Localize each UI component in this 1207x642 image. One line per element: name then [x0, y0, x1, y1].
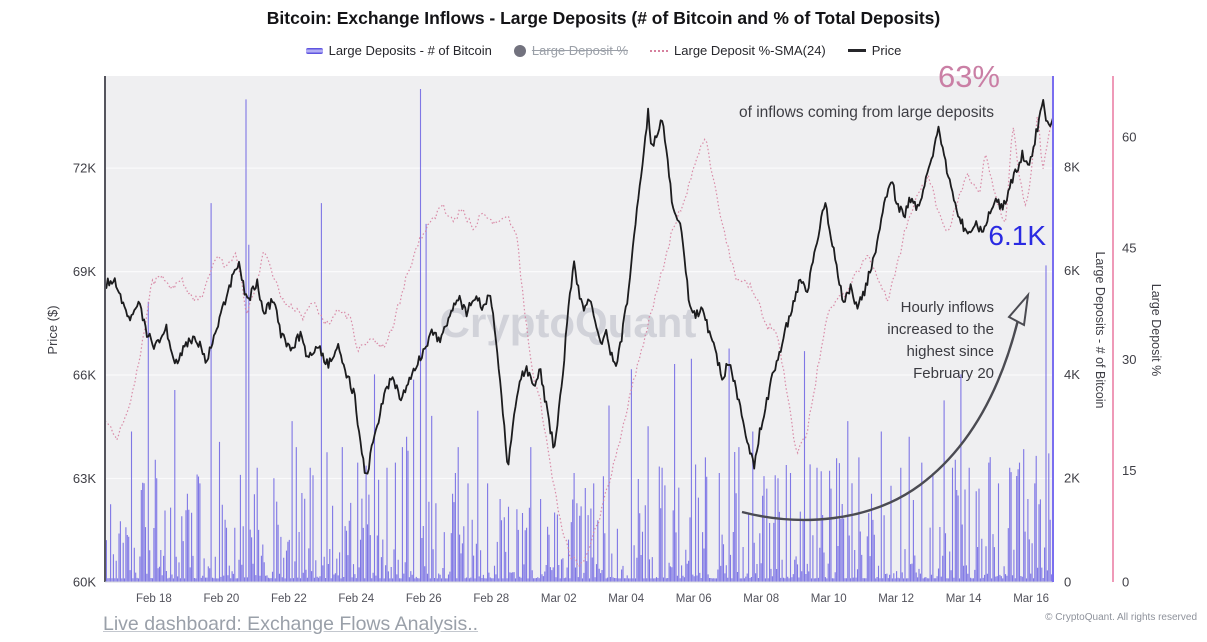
hourly-note-line: Hourly inflows — [900, 299, 994, 316]
hourly-note-line: increased to the — [887, 321, 994, 338]
svg-text:45: 45 — [1122, 241, 1136, 256]
legend-item-large-deposit[interactable]: Large Deposit % — [513, 43, 629, 58]
svg-text:Mar 10: Mar 10 — [811, 593, 847, 605]
legend-swatch-icon — [650, 49, 669, 52]
legend: Large Deposits - # of Bitcoin Large Depos… — [0, 43, 1207, 58]
legend-label: Large Deposit %-SMA(24) — [674, 43, 826, 58]
deposits-axis-label: Large Deposits - # of Bitcoin — [1093, 251, 1107, 408]
svg-text:60K: 60K — [73, 575, 96, 590]
svg-text:Mar 12: Mar 12 — [878, 593, 914, 605]
svg-text:69K: 69K — [73, 264, 96, 279]
svg-text:Feb 20: Feb 20 — [203, 593, 239, 605]
sma-line — [104, 116, 1054, 568]
legend-swatch-icon — [847, 49, 866, 52]
legend-item-large-deposits-of-bitcoin[interactable]: Large Deposits - # of Bitcoin — [305, 43, 492, 58]
chart-title: Bitcoin: Exchange Inflows - Large Deposi… — [266, 8, 941, 28]
svg-text:Mar 16: Mar 16 — [1013, 593, 1049, 605]
svg-text:Mar 04: Mar 04 — [608, 593, 644, 605]
hourly-note: Hourly inflows increased to the highest … — [800, 297, 994, 385]
svg-text:Feb 18: Feb 18 — [136, 593, 172, 605]
svg-text:0: 0 — [1064, 575, 1071, 590]
pct-callout: 63% — [937, 59, 1000, 94]
svg-text:Feb 24: Feb 24 — [338, 593, 374, 605]
price-axis-label: Price ($) — [45, 305, 60, 354]
svg-text:8K: 8K — [1064, 159, 1080, 174]
pct-axis-label: Large Deposit % — [1149, 284, 1163, 376]
svg-text:72K: 72K — [73, 161, 96, 176]
hourly-note-line: February 20 — [913, 365, 994, 382]
plot-background — [105, 76, 1053, 582]
legend-swatch-icon — [513, 44, 526, 57]
svg-text:30: 30 — [1122, 352, 1136, 367]
trend-arrow — [741, 291, 1030, 522]
svg-text:Mar 08: Mar 08 — [743, 593, 779, 605]
legend-item-large-deposit-sma-24[interactable]: Large Deposit %-SMA(24) — [650, 43, 826, 58]
svg-text:63K: 63K — [73, 471, 96, 486]
svg-text:2K: 2K — [1064, 471, 1080, 486]
copyright-text: © CryptoQuant. All rights reserved — [1045, 612, 1197, 623]
svg-text:Feb 28: Feb 28 — [473, 593, 509, 605]
legend-item-price[interactable]: Price — [847, 43, 902, 58]
svg-text:60: 60 — [1122, 129, 1136, 144]
legend-label: Large Deposit % — [531, 43, 629, 58]
deposit-callout: 6.1K — [988, 220, 1046, 251]
legend-swatch-icon — [305, 47, 323, 54]
legend-label: Large Deposits - # of Bitcoin — [328, 43, 492, 58]
svg-text:Mar 06: Mar 06 — [676, 593, 712, 605]
svg-text:4K: 4K — [1064, 367, 1080, 382]
hourly-note-line: highest since — [906, 343, 994, 360]
price-line — [104, 99, 1054, 475]
live-dashboard-link[interactable]: Live dashboard: Exchange Flows Analysis.… — [103, 613, 479, 635]
svg-text:Mar 14: Mar 14 — [946, 593, 982, 605]
svg-text:0: 0 — [1122, 575, 1129, 590]
svg-text:15: 15 — [1122, 463, 1136, 478]
svg-text:Feb 22: Feb 22 — [271, 593, 307, 605]
svg-text:6K: 6K — [1064, 263, 1080, 278]
svg-text:Mar 02: Mar 02 — [541, 593, 577, 605]
inflows-note: of inflows coming from large deposits — [738, 104, 994, 121]
svg-text:66K: 66K — [73, 368, 96, 383]
svg-text:Feb 26: Feb 26 — [406, 593, 442, 605]
legend-label: Price — [871, 43, 902, 58]
